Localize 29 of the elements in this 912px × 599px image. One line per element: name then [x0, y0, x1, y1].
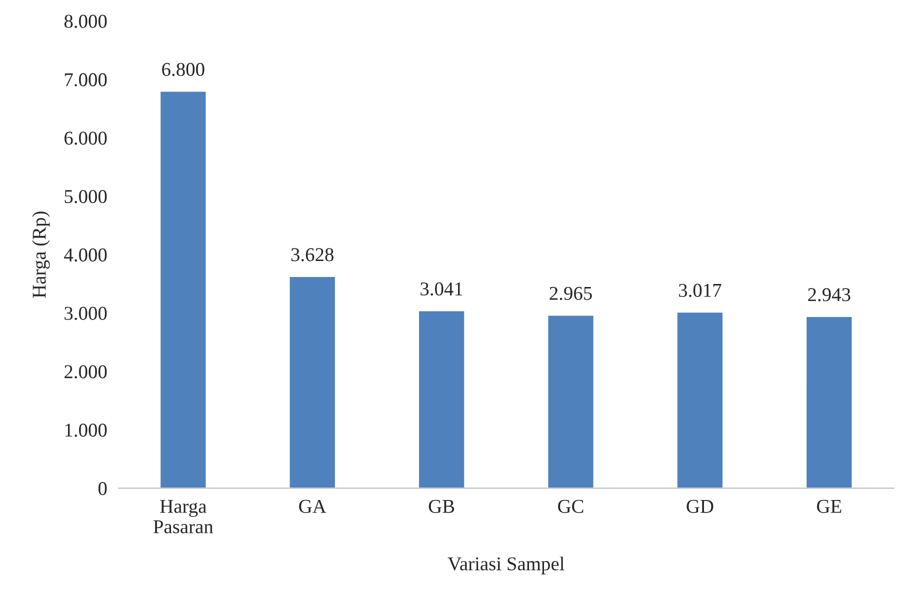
bar [288, 276, 336, 488]
y-tick-label: 1.000 [65, 424, 107, 437]
x-tick-label: GA [299, 500, 326, 513]
y-tick-label: 0 [98, 482, 107, 496]
x-axis-title: Variasi Sampel [448, 556, 564, 574]
y-axis-title: Harga (Rp) [32, 212, 50, 298]
y-tick-label: 2.000 [64, 365, 107, 378]
y-tick-label: 4.000 [64, 248, 107, 262]
data-label: 3.041 [420, 282, 462, 296]
y-tick-label: 5.000 [64, 190, 107, 204]
data-label: 2.965 [550, 286, 592, 300]
y-tick-label: 8.000 [64, 14, 107, 28]
y-tick-label: 6.000 [64, 132, 107, 145]
data-label: 6.800 [162, 62, 204, 76]
x-tick-label: GE [817, 500, 842, 513]
data-label: 3.628 [291, 248, 334, 262]
bar [418, 310, 466, 488]
bar [159, 90, 208, 488]
data-label: 3.017 [679, 284, 722, 298]
y-tick-label: 3.000 [64, 306, 107, 320]
data-label: 2.943 [808, 288, 850, 302]
y-tick-label: 7.000 [64, 73, 107, 86]
x-tick-label: Harga Pasaran [153, 500, 214, 534]
bar [546, 314, 595, 488]
bar [676, 311, 724, 488]
bar [805, 316, 854, 488]
x-tick-label: GC [558, 500, 584, 513]
x-tick-label: GB [428, 500, 454, 513]
x-tick-label: GD [686, 500, 714, 513]
